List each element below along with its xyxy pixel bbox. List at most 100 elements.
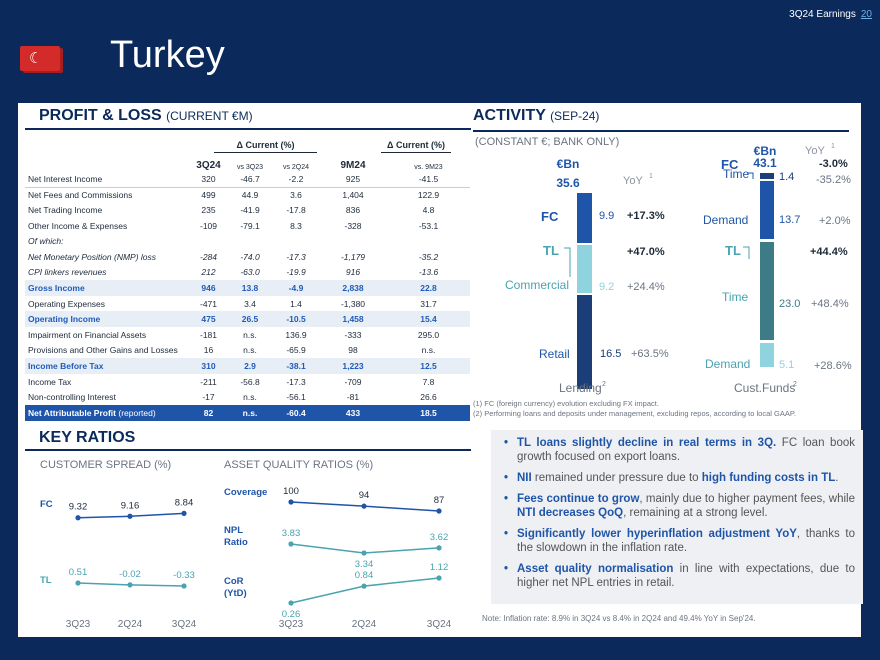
row-label: Impairment on Financial Assets — [28, 329, 147, 340]
npl-value: 3.83 — [282, 528, 301, 539]
cor-point — [361, 583, 367, 589]
row-value: 15.4 — [420, 314, 437, 325]
lending-retail-label: Retail — [539, 347, 570, 361]
page-number[interactable]: 20 — [860, 9, 872, 20]
footnote-1: (1) FC (foreign currency) evolution excl… — [473, 399, 659, 408]
row-value: 13.8 — [241, 282, 259, 293]
row-value: -65.9 — [286, 345, 306, 356]
npl-value: 3.34 — [355, 559, 374, 570]
row-value: -1,179 — [340, 251, 366, 262]
row-value: -46.7 — [240, 173, 260, 184]
row-label: Non-controlling Interest — [28, 392, 116, 403]
row-value: 3.4 — [244, 298, 256, 309]
row-value: 295.0 — [417, 329, 440, 340]
cor-point — [288, 600, 294, 606]
cor-value: 1.12 — [430, 562, 449, 573]
key-ratios-title: KEY RATIOS — [39, 429, 136, 446]
lending-commercial-yoy: +24.4% — [627, 281, 665, 293]
highlight-bullet: Fees continue to grow, mainly due to hig… — [504, 492, 855, 520]
highlights-box: TL loans slightly decline in real terms … — [491, 430, 863, 604]
table-row: Provisions and Other Gains and Losses 16 n… — [25, 343, 470, 359]
table-row: Non-controlling Interest -17 n.s. -56.1 -81 2… — [25, 389, 470, 405]
row-value: 12.5 — [420, 360, 437, 371]
row-value: n.s. — [242, 407, 258, 418]
funds-time1-yoy: -35.2% — [816, 174, 851, 186]
row-value: 44.9 — [241, 189, 259, 200]
coverage-value: 94 — [359, 490, 370, 501]
cor-label-2: (YtD) — [224, 588, 247, 599]
table-row: Of which: — [25, 233, 470, 249]
earnings-tag: 3Q24 Earnings 20 — [789, 9, 872, 20]
funds-tl-label: TL — [725, 243, 741, 258]
row-value: -81 — [346, 392, 360, 403]
funds-demand2-yoy: +28.6% — [814, 360, 852, 372]
highlight-bullet: Asset quality normalisation in line with… — [504, 562, 855, 590]
row-value: 1,404 — [342, 189, 364, 200]
customer-spread-title: CUSTOMER SPREAD (%) — [40, 459, 172, 471]
row-value: -56.8 — [240, 376, 260, 387]
funds-caption: Cust.Funds — [734, 381, 795, 395]
cor-line — [290, 577, 440, 604]
funds-yoy-label: YoY — [805, 145, 825, 157]
row-label: Income Tax — [28, 376, 72, 387]
lending-yoy-sup: 1 — [649, 173, 653, 180]
row-value: 26.5 — [241, 314, 259, 325]
asset-quality-title: ASSET QUALITY RATIOS (%) — [224, 459, 374, 471]
row-value: 320 — [201, 173, 216, 184]
coverage-value: 87 — [434, 495, 445, 506]
lending-fc-label: FC — [541, 209, 559, 224]
row-value: -471 — [199, 298, 217, 309]
row-value: -284 — [199, 251, 217, 262]
funds-tl-bracket — [743, 246, 750, 259]
funds-caption-sup: 2 — [793, 381, 797, 388]
lending-tl-label: TL — [543, 243, 559, 258]
row-label: CPI linkers revenues — [28, 267, 107, 278]
row-value: -35.2 — [418, 251, 439, 262]
row-value: -4.9 — [288, 282, 304, 293]
row-value: 212 — [201, 267, 216, 278]
coverage-label: Coverage — [224, 487, 267, 498]
fc-label: FC — [40, 499, 53, 510]
row-value: n.s. — [243, 345, 257, 356]
funds-time1-bracket — [747, 172, 754, 179]
highlight-bullet: Significantly lower hyperinflation adjus… — [504, 527, 855, 555]
row-value: -56.1 — [286, 392, 306, 403]
row-value: 18.5 — [420, 407, 437, 418]
row-label: Net Monetary Position (NMP) loss — [28, 251, 157, 262]
fc-spread-point — [181, 510, 187, 516]
lending-caption: Lending — [559, 381, 602, 395]
cor-value: 0.26 — [282, 609, 301, 620]
row-value: -60.4 — [286, 407, 306, 418]
lending-unit: €Bn — [557, 157, 580, 171]
fc-spread-point — [127, 513, 133, 519]
funds-time1-label: Time — [723, 167, 750, 181]
funds-demand2-label: Demand — [705, 357, 750, 371]
content-panel: PROFIT & LOSS (CURRENT €M) Δ Current (%)… — [18, 103, 863, 637]
row-value: 98 — [348, 345, 358, 356]
table-row: Net Fees and Commissions 499 44.9 3.6 1,404 1… — [25, 186, 470, 203]
cor-value: 0.84 — [355, 570, 374, 581]
row-value: 1,223 — [342, 360, 364, 371]
fc-value: 8.84 — [175, 497, 194, 508]
funds-demand1-value: 13.7 — [779, 214, 800, 226]
funds-fc-label: FC — [721, 157, 739, 172]
row-value: 433 — [345, 407, 361, 418]
x-tick-label: 3Q24 — [427, 619, 452, 630]
row-value: -109 — [199, 220, 217, 231]
coverage-point — [436, 508, 442, 514]
tl-value: -0.33 — [173, 570, 195, 581]
row-value: -17 — [202, 392, 215, 403]
row-value: 310 — [201, 360, 216, 371]
funds-demand1-yoy: +2.0% — [819, 215, 851, 227]
footnote-2: (2) Performing loans and deposits under … — [473, 409, 796, 418]
table-row: Gross Income 946 13.8 -4.9 2,838 22.8 — [25, 280, 470, 296]
x-tick-label: 3Q24 — [172, 619, 197, 630]
row-label: Of which: — [28, 236, 64, 247]
row-value: 916 — [345, 267, 361, 278]
lending-fc-bar — [577, 193, 592, 243]
lending-commercial-bar — [577, 245, 592, 293]
row-value: 836 — [345, 204, 361, 215]
row-label: Net Interest Income — [28, 173, 103, 184]
tl-spread-point — [181, 583, 187, 589]
fc-value: 9.16 — [121, 500, 140, 511]
